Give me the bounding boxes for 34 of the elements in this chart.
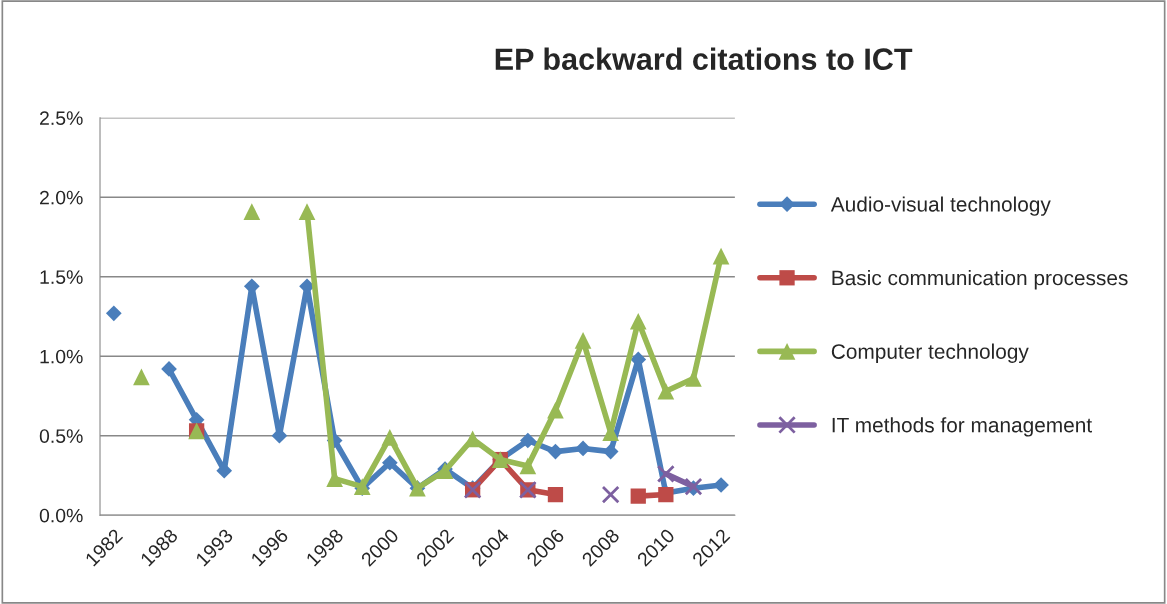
point	[243, 203, 261, 220]
point	[574, 332, 592, 349]
legend-label: Audio-visual technology	[830, 196, 1051, 216]
legend-label: Basic communication processes	[832, 269, 1128, 290]
y-tick-label: 2.0%	[40, 190, 83, 205]
y-tick-label: 0.5%	[39, 429, 83, 443]
point	[547, 486, 564, 503]
point	[575, 440, 591, 457]
point	[547, 401, 564, 419]
point	[381, 454, 398, 471]
point	[602, 443, 619, 460]
point	[519, 432, 536, 449]
point	[298, 203, 316, 220]
point	[713, 477, 729, 493]
chart-title: EP backward citations to ICT	[495, 47, 913, 70]
point	[161, 361, 177, 377]
point	[629, 312, 647, 330]
point	[685, 370, 702, 387]
point	[547, 443, 564, 460]
point	[381, 428, 399, 446]
point	[519, 457, 537, 475]
point	[133, 368, 150, 386]
y-tick-label: 0.0%	[39, 508, 83, 523]
point	[657, 382, 675, 400]
legend-label: Computer technology	[831, 343, 1029, 363]
y-tick-label: 1.5%	[40, 270, 83, 284]
y-tick-label: 2.5%	[40, 111, 83, 126]
legend-label: IT methods for management	[832, 417, 1092, 437]
point	[105, 305, 122, 322]
point	[712, 247, 730, 265]
point	[656, 464, 675, 483]
point	[601, 485, 620, 504]
y-tick-label: 1.0%	[40, 349, 83, 364]
point	[630, 488, 646, 504]
